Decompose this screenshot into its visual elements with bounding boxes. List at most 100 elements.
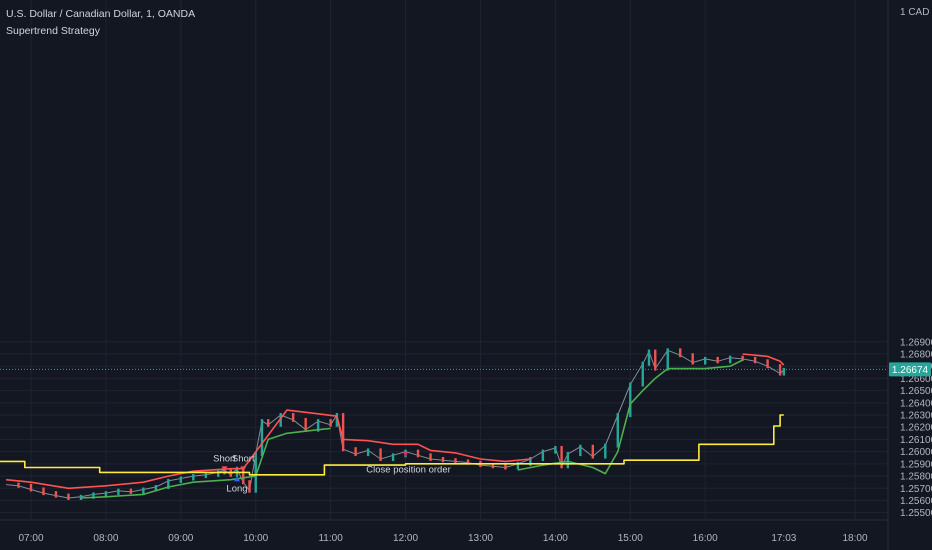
candle-mark [753, 356, 757, 364]
y-tick-label: 1.25700 [900, 484, 932, 495]
candle-mark [782, 367, 786, 376]
candle-mark [254, 452, 257, 493]
candle-mark [17, 482, 20, 488]
annotation-label: Short [213, 453, 236, 464]
symbol-title[interactable]: U.S. Dollar / Canadian Dollar, 1, OANDA [6, 8, 196, 20]
candle-mark [248, 480, 251, 493]
close-marker-icon [403, 452, 409, 458]
y-unit-label: 1 CAD [900, 7, 929, 18]
annotation-label: Close position order [366, 464, 451, 475]
candle-mark [117, 488, 120, 496]
candle-mark [616, 413, 619, 448]
candle-mark [267, 419, 270, 427]
grid [0, 0, 889, 550]
y-tick-label: 1.26000 [900, 447, 932, 458]
sell-arrow-icon [240, 466, 247, 472]
x-tick-label: 09:00 [168, 533, 193, 544]
candle-mark [391, 453, 395, 461]
candle-mark [647, 349, 651, 366]
sell-arrow-icon [221, 466, 228, 472]
candle-mark [104, 491, 108, 497]
candle-mark [541, 449, 545, 461]
candle-mark [654, 349, 657, 371]
series [0, 348, 786, 501]
x-tick-label: 11:00 [318, 533, 343, 544]
candle-mark [260, 419, 264, 457]
candle-mark [341, 413, 345, 452]
candle-mark [217, 470, 220, 477]
candle-mark [291, 413, 295, 422]
study-title[interactable]: Supertrend Strategy [6, 25, 100, 37]
candle-mark [316, 419, 320, 432]
candle-mark [766, 359, 769, 369]
candle-mark [741, 355, 744, 361]
x-tick-label: 14:00 [543, 533, 568, 544]
candle-mark [504, 464, 507, 470]
candle-mark [516, 461, 520, 470]
x-tick-label: 10:00 [243, 533, 268, 544]
candle-mark [54, 491, 58, 498]
candle-mark [641, 361, 644, 387]
last-price-tag [889, 362, 931, 377]
annotation-label: Long [226, 483, 247, 494]
y-tick-label: 1.26800 [900, 349, 932, 360]
y-tick-label: 1.26600 [900, 374, 932, 385]
y-tick-label: 1.25800 [900, 472, 932, 483]
candle-mark [703, 356, 707, 365]
candle-mark [379, 448, 382, 461]
x-tick-label: 15:00 [618, 533, 643, 544]
y-tick-label: 1.26400 [900, 398, 932, 409]
candle-mark [554, 445, 557, 454]
candle-mark [129, 488, 133, 494]
candle-mark [679, 348, 682, 358]
x-tick-label: 18:00 [842, 533, 867, 544]
y-tick-label: 1.25900 [900, 459, 932, 470]
candle-mark [92, 492, 95, 499]
candle-mark [429, 453, 432, 461]
candle-mark [366, 448, 370, 457]
y-tick-label: 1.26200 [900, 423, 932, 434]
candle-mark [329, 419, 332, 427]
candle-mark [566, 452, 570, 469]
candle-mark [354, 447, 357, 457]
y-tick-label: 1.26300 [900, 411, 932, 422]
candle-mark [67, 493, 70, 501]
candle-mark [466, 459, 470, 465]
candle-mark [42, 487, 45, 496]
price-tags: 1.26674 [0, 362, 931, 377]
candle-mark [179, 476, 183, 483]
candle-mark [142, 487, 145, 494]
candle-mark [167, 478, 170, 490]
candle-mark [629, 382, 632, 418]
y-tick-label: 1.26500 [900, 386, 932, 397]
x-tick-label: 12:00 [393, 533, 418, 544]
x-tick-label: 13:00 [468, 533, 493, 544]
series-line-supertrend-down [742, 353, 785, 366]
candle-mark [579, 444, 582, 457]
x-tick-label: 08:00 [93, 533, 118, 544]
candle-mark [154, 485, 158, 492]
y-tick-label: 1.26100 [900, 435, 932, 446]
y-tick-label: 1.25600 [900, 496, 932, 507]
candle-mark [29, 483, 33, 492]
series-line-supertrend-down [5, 409, 531, 490]
candle-mark [529, 456, 532, 466]
candle-mark [441, 456, 445, 463]
y-tick-label: 1.26900 [900, 337, 932, 348]
x-tick-label: 07:00 [18, 533, 43, 544]
candle-mark [691, 353, 694, 365]
candle-mark [304, 417, 307, 432]
series-line-higher-timeframe [0, 414, 784, 476]
candle-mark [279, 413, 282, 427]
candle-mark [728, 355, 732, 364]
series-line-supertrend-up [517, 359, 743, 475]
candle-mark [416, 449, 420, 458]
last-price-label: 1.26674 [892, 365, 929, 376]
candle-mark [604, 443, 607, 459]
y-tick-label: 1.25500 [900, 508, 932, 519]
annotation-label: Short [232, 453, 255, 464]
x-tick-label: 17:03 [771, 533, 796, 544]
candle-mark [666, 348, 669, 371]
